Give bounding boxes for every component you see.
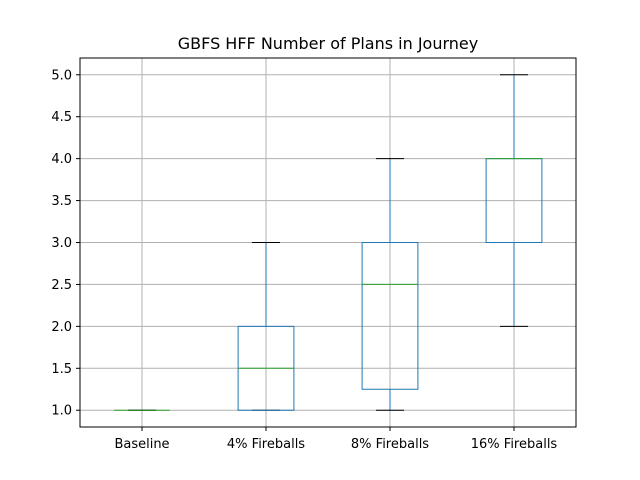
box-group	[361, 158, 419, 411]
y-tick-label: 4.0	[51, 152, 72, 167]
box-group	[485, 74, 543, 327]
iqr-box	[361, 242, 419, 390]
x-tick-label: 16% Fireballs	[471, 437, 558, 452]
y-tick-label: 3.0	[51, 236, 72, 251]
y-tick-label: 3.5	[51, 194, 72, 209]
y-tick-label: 2.5	[51, 278, 72, 293]
x-tick-label: Baseline	[114, 437, 169, 452]
y-tick-label: 1.5	[51, 362, 72, 377]
y-tick-label: 1.0	[51, 404, 72, 419]
y-axis: 1.0 1.5 2.0 2.5 3.0 3.5 4.0 4.5 5.0	[51, 68, 80, 419]
box-series	[114, 74, 543, 411]
x-tick-label: 8% Fireballs	[351, 437, 429, 452]
y-tick-label: 2.0	[51, 320, 72, 335]
y-tick-label: 5.0	[51, 68, 72, 83]
chart-title: GBFS HFF Number of Plans in Journey	[178, 34, 478, 53]
y-tick-label: 4.5	[51, 110, 72, 125]
box-group	[237, 242, 295, 411]
x-axis: Baseline 4% Fireballs 8% Fireballs 16% Fire…	[114, 427, 557, 452]
x-tick-label: 4% Fireballs	[227, 437, 305, 452]
